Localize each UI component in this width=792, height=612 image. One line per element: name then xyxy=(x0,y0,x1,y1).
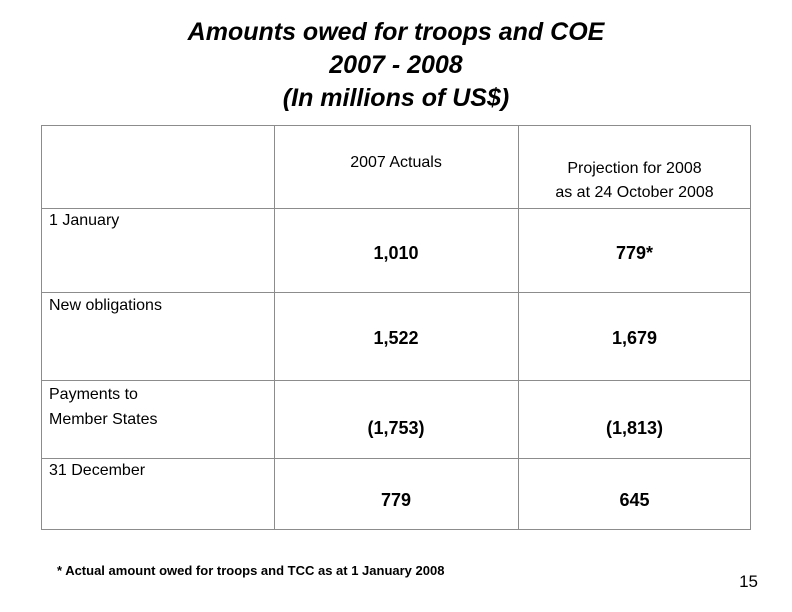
header-2007-actuals: 2007 Actuals xyxy=(350,154,442,171)
page-number: 15 xyxy=(739,572,758,591)
row-label-1-january: 1 January xyxy=(49,212,120,229)
cell-new-obligations-2007: 1,522 xyxy=(373,328,419,348)
title-line-2: 2007 - 2008 xyxy=(329,51,463,79)
title-line-3: (In millions of US$) xyxy=(282,84,510,112)
footnote: * Actual amount owed for troops and TCC … xyxy=(57,563,445,578)
row-label-new-obligations: New obligations xyxy=(49,297,162,314)
cell-1-january-2007: 1,010 xyxy=(373,243,419,263)
table-divider-horizontal-2 xyxy=(41,292,751,293)
header-projection-2008-line-2: as at 24 October 2008 xyxy=(555,184,714,201)
cell-31-december-2007: 779 xyxy=(380,490,412,510)
table-divider-vertical-1 xyxy=(274,125,275,530)
cell-1-january-2008: 779* xyxy=(615,243,654,263)
header-projection-2008-line-1: Projection for 2008 xyxy=(567,160,702,177)
row-label-31-december: 31 December xyxy=(49,462,146,479)
row-label-payments-line-2: Member States xyxy=(49,411,158,428)
title-line-1: Amounts owed for troops and COE xyxy=(187,18,605,46)
cell-payments-2007: (1,753) xyxy=(367,418,425,438)
cell-new-obligations-2008: 1,679 xyxy=(611,328,658,348)
table-divider-vertical-2 xyxy=(518,125,519,530)
table-divider-horizontal-1 xyxy=(41,208,751,209)
table-divider-horizontal-3 xyxy=(41,380,751,381)
cell-31-december-2008: 645 xyxy=(619,490,650,510)
slide-title: Amounts owed for troops and COE 2007 - 2… xyxy=(0,16,792,115)
cell-payments-2008: (1,813) xyxy=(605,418,664,438)
table-divider-horizontal-4 xyxy=(41,458,751,459)
data-table xyxy=(41,125,751,530)
row-label-payments-line-1: Payments to xyxy=(49,386,138,403)
